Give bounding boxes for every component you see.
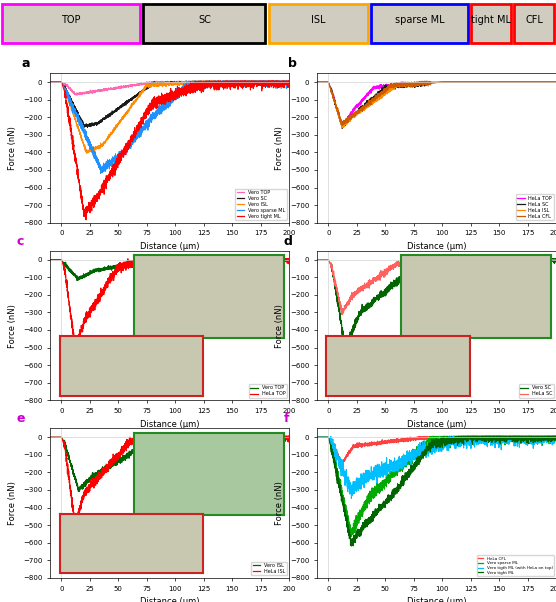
Y-axis label: Force (nN): Force (nN) [275,303,284,347]
Text: CFL: CFL [525,15,543,25]
Y-axis label: Force (nN): Force (nN) [8,303,17,347]
FancyBboxPatch shape [2,4,140,43]
Y-axis label: Force (nN): Force (nN) [8,481,17,525]
Y-axis label: Force (nN): Force (nN) [8,126,17,170]
Y-axis label: Force (nN): Force (nN) [275,481,284,525]
FancyBboxPatch shape [371,4,468,43]
Text: ISL: ISL [311,15,326,25]
Legend: HeLa TOP, HeLa SC, HeLa ISL, HeLa CFL: HeLa TOP, HeLa SC, HeLa ISL, HeLa CFL [516,194,554,220]
Legend: Vero TOP, HeLa TOP: Vero TOP, HeLa TOP [249,384,287,398]
Legend: Vero ISL, HeLa ISL: Vero ISL, HeLa ISL [251,562,287,576]
Text: b: b [288,57,297,70]
Legend: HeLa CFL, Vero sparse ML, Vero tigth ML (with HeLa on top), Vero tight ML: HeLa CFL, Vero sparse ML, Vero tigth ML … [477,556,554,576]
X-axis label: Distance (μm): Distance (μm) [140,420,200,429]
X-axis label: Distance (μm): Distance (μm) [406,420,466,429]
Text: a: a [21,57,30,70]
Legend: Vero SC, HeLa SC: Vero SC, HeLa SC [519,384,554,398]
Y-axis label: Force (nN): Force (nN) [275,126,284,170]
Text: d: d [284,235,292,248]
FancyBboxPatch shape [471,4,511,43]
Legend: Vero TOP, Vero SC, Vero ISL, Vero sparse ML, Vero tight ML: Vero TOP, Vero SC, Vero ISL, Vero sparse… [235,188,287,220]
X-axis label: Distance (μm): Distance (μm) [140,597,200,602]
FancyBboxPatch shape [269,4,368,43]
Text: e: e [17,412,25,426]
Text: tight ML: tight ML [471,15,511,25]
Text: c: c [17,235,24,248]
Text: TOP: TOP [61,15,81,25]
Text: f: f [284,412,289,426]
Text: SC: SC [198,15,211,25]
X-axis label: Distance (μm): Distance (μm) [406,597,466,602]
FancyBboxPatch shape [143,4,265,43]
FancyBboxPatch shape [514,4,554,43]
X-axis label: Distance (μm): Distance (μm) [140,242,200,251]
X-axis label: Distance (μm): Distance (μm) [406,242,466,251]
Text: sparse ML: sparse ML [395,15,445,25]
